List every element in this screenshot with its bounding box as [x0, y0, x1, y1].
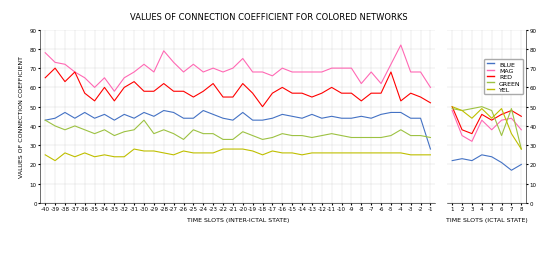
Text: VALUES OF CONNECTION COEFFICIENT FOR COLORED NETWORKS: VALUES OF CONNECTION COEFFICIENT FOR COL…: [130, 13, 407, 22]
X-axis label: TIME SLOTS (ICTAL STATE): TIME SLOTS (ICTAL STATE): [446, 217, 528, 222]
Y-axis label: VALUES OF CONNECTION COEFFICIENT: VALUES OF CONNECTION COEFFICIENT: [19, 56, 24, 178]
X-axis label: TIME SLOTS (INTER-ICTAL STATE): TIME SLOTS (INTER-ICTAL STATE): [187, 217, 289, 222]
Legend: BLUE, MAG, RED, GREEN, YEL: BLUE, MAG, RED, GREEN, YEL: [484, 59, 523, 95]
